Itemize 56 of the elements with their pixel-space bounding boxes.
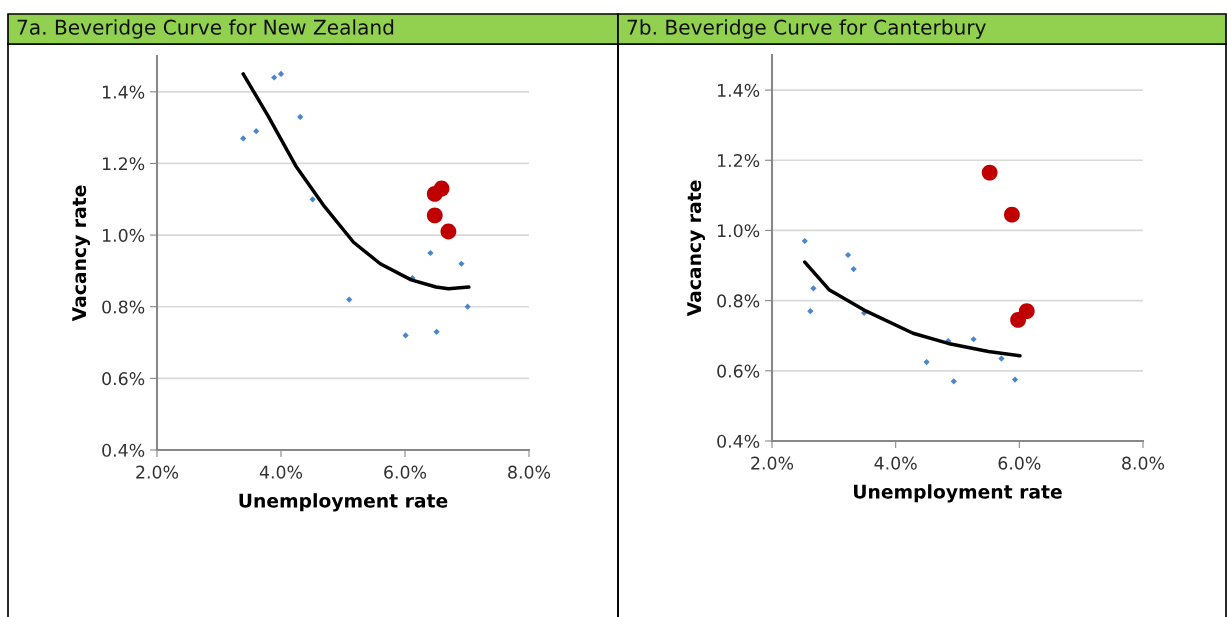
x-tick-label: 4.0% [874, 456, 917, 470]
y-tick-label: 1.4% [718, 83, 760, 97]
x-tick-label: 8.0% [1122, 456, 1165, 470]
y-tick-label: 1.2% [718, 153, 760, 168]
chart-title: 7a. Beveridge Curve for New Zealand [17, 19, 394, 39]
x-tick-label: 6.0% [998, 456, 1041, 470]
y-axis-title: Vacancy rate [72, 185, 90, 322]
point [277, 70, 285, 78]
point [1011, 376, 1019, 383]
point [458, 260, 465, 267]
point [271, 74, 278, 81]
point [801, 237, 808, 245]
y-tick-label: 0.4% [102, 443, 145, 457]
point [309, 196, 316, 203]
point [346, 296, 353, 303]
y-tick-label: 1.4% [103, 85, 145, 99]
y-tick-label: 0.8% [717, 294, 760, 308]
point [297, 113, 304, 120]
x-tick-label: 4.0% [259, 465, 303, 479]
point [240, 135, 247, 142]
point [970, 336, 977, 343]
point [253, 128, 260, 135]
x-tick-label: 2.0% [136, 465, 179, 479]
x-tick-label: 8.0% [508, 465, 551, 479]
point [807, 308, 814, 315]
y-tick-label: 1.0% [103, 228, 145, 242]
point [464, 303, 471, 310]
point [427, 249, 434, 257]
y-axis-title: Vacancy rate [687, 180, 705, 317]
y-tick-label: 1.0% [718, 224, 760, 238]
point [426, 207, 443, 224]
y-tick-label: 0.4% [717, 434, 760, 448]
point [433, 180, 450, 197]
y-tick-label: 0.6% [717, 364, 760, 378]
point [850, 265, 857, 273]
point [810, 285, 817, 292]
point [950, 378, 957, 385]
y-tick-label: 0.6% [102, 372, 145, 386]
point [981, 164, 998, 181]
y-tick-label: 0.8% [102, 300, 145, 314]
x-axis-title: Unemployment rate [854, 484, 1062, 503]
point [1018, 303, 1035, 320]
x-axis-title: Unemployment rate [239, 493, 448, 512]
point [402, 332, 409, 339]
point [998, 355, 1005, 362]
point [440, 223, 457, 240]
chart-title: 7b. Beveridge Curve for Canterbury [627, 19, 986, 39]
line-series [241, 72, 471, 291]
point [844, 251, 852, 259]
line-series [803, 260, 1022, 358]
point [1004, 206, 1020, 223]
x-tick-label: 6.0% [384, 465, 427, 479]
y-tick-label: 1.2% [103, 157, 145, 171]
x-tick-label: 2.0% [751, 456, 794, 470]
point [923, 358, 930, 366]
point [433, 328, 440, 335]
